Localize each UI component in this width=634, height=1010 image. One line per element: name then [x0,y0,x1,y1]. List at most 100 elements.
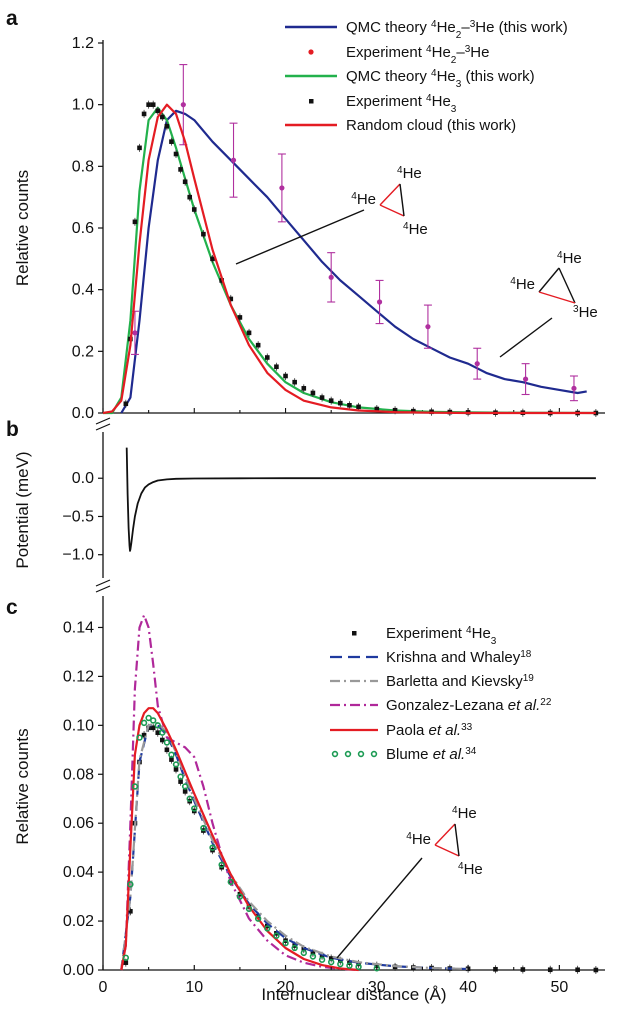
y-tick-label: 0.12 [63,668,94,685]
legend-label: Random cloud (this work) [346,117,516,134]
data-point [246,330,252,336]
series-line-0 [120,109,587,414]
pointer-line [235,209,365,265]
data-point [547,967,553,973]
legend-label: QMC theory 4He2–3He (this work) [346,19,568,41]
data-point [338,400,343,406]
data-point [338,958,343,964]
y-tick-label: −0.5 [62,508,94,525]
atom-label-top: 4He [452,805,477,823]
legend-swatch [370,750,378,758]
data-point [186,795,193,802]
y-tick-label: 0.04 [63,864,94,881]
data-point [159,729,166,736]
molecule-annotation: 4He 4He 3He [499,250,598,358]
triangle-edge [558,267,576,304]
legend-swatch [352,631,357,636]
potential-curve [125,447,596,552]
data-point [180,102,186,108]
legend-label: Gonzalez-Lezana et al.22 [386,697,552,715]
triangle-edge [399,183,405,217]
data-point [355,963,362,971]
y-axis-label: Potential (meV) [13,451,32,568]
data-point [328,956,334,961]
y-tick-label: 0.8 [72,158,94,175]
x-axis: 0 10 20 30 40 50 Internuclear distance (Å) [99,965,568,1004]
data-point [127,881,134,888]
legend-swatch [344,750,352,758]
data-point [178,167,183,172]
data-point [274,364,279,370]
legend-swatch [331,750,339,758]
data-point [169,757,174,762]
data-point [392,407,398,413]
data-point [356,404,361,410]
x-tick-label: 40 [459,979,477,996]
y-axis-label: Relative counts [13,170,32,286]
data-point [425,324,431,330]
data-point [522,376,529,382]
data-point [164,747,170,753]
data-point [155,108,161,114]
data-point [191,805,198,812]
data-point [154,722,161,729]
series-0 [123,723,599,974]
data-point [169,139,174,144]
data-point [209,844,216,851]
y-tick-label: 0.08 [63,766,94,783]
legend-label: Experiment 4He3 [346,93,457,115]
data-point [168,751,175,758]
atom-label-left: 4He [510,276,535,294]
data-point [218,861,225,868]
data-point [160,737,165,743]
series-1 [130,64,578,402]
data-point [374,406,380,412]
panel-c: c 0.00 0.02 0.04 0.06 0.08 0.10 0.12 0.14 Relativ… [6,596,605,979]
legend-label: Krishna and Whaley18 [386,649,532,667]
x-tick-label: 50 [550,979,568,996]
data-point [201,231,206,237]
data-point [122,954,130,961]
data-point [150,102,156,107]
y-tick-label: 0.0 [72,470,94,487]
panel-b: b 0.0 −0.5 −1.0 Potential (meV) [6,417,596,593]
data-point [172,761,180,768]
y-tick-label: 0.00 [63,962,94,979]
legend-label: Blume et al.34 [386,746,477,764]
panel-label: a [6,7,18,30]
legend: Experiment 4He3 Krishna and Whaley18 Barle… [330,625,552,764]
data-point [593,967,599,973]
triangle-edge [379,204,405,217]
atom-label-left: 4He [406,831,431,849]
y-tick-label: 0.2 [72,343,94,360]
data-point [575,967,580,973]
y-tick-label: 0.6 [72,220,94,237]
molecule-annotation: 4He 4He 4He [235,165,428,265]
panel-a: a 0.0 0.2 0.4 0.6 0.8 1.0 1.2 Relative counts QMC… [6,7,605,422]
triangle-edge [379,183,401,206]
data-point [245,905,253,913]
x-tick-label: 10 [185,979,203,996]
data-point [227,878,234,886]
data-point [228,296,234,302]
legend: QMC theory 4He2–3He (this work) Experimen… [285,19,568,134]
data-point [155,730,161,735]
data-point [254,915,262,922]
y-tick-label: −1.0 [62,547,94,564]
legend-label: Barletta and Kievsky19 [386,673,534,691]
data-point [291,944,298,952]
x-axis-label: Internuclear distance (Å) [261,985,446,1004]
data-point [282,939,289,947]
data-point [328,274,334,280]
data-point [310,950,316,956]
triangle-edge [434,823,456,846]
atom-label-top: 4He [557,250,582,268]
data-point [136,734,143,741]
axis-break [95,417,111,425]
data-point [230,157,237,163]
data-point [493,966,498,972]
pointer-line [336,857,423,959]
data-point [132,330,138,336]
data-point [301,946,307,952]
